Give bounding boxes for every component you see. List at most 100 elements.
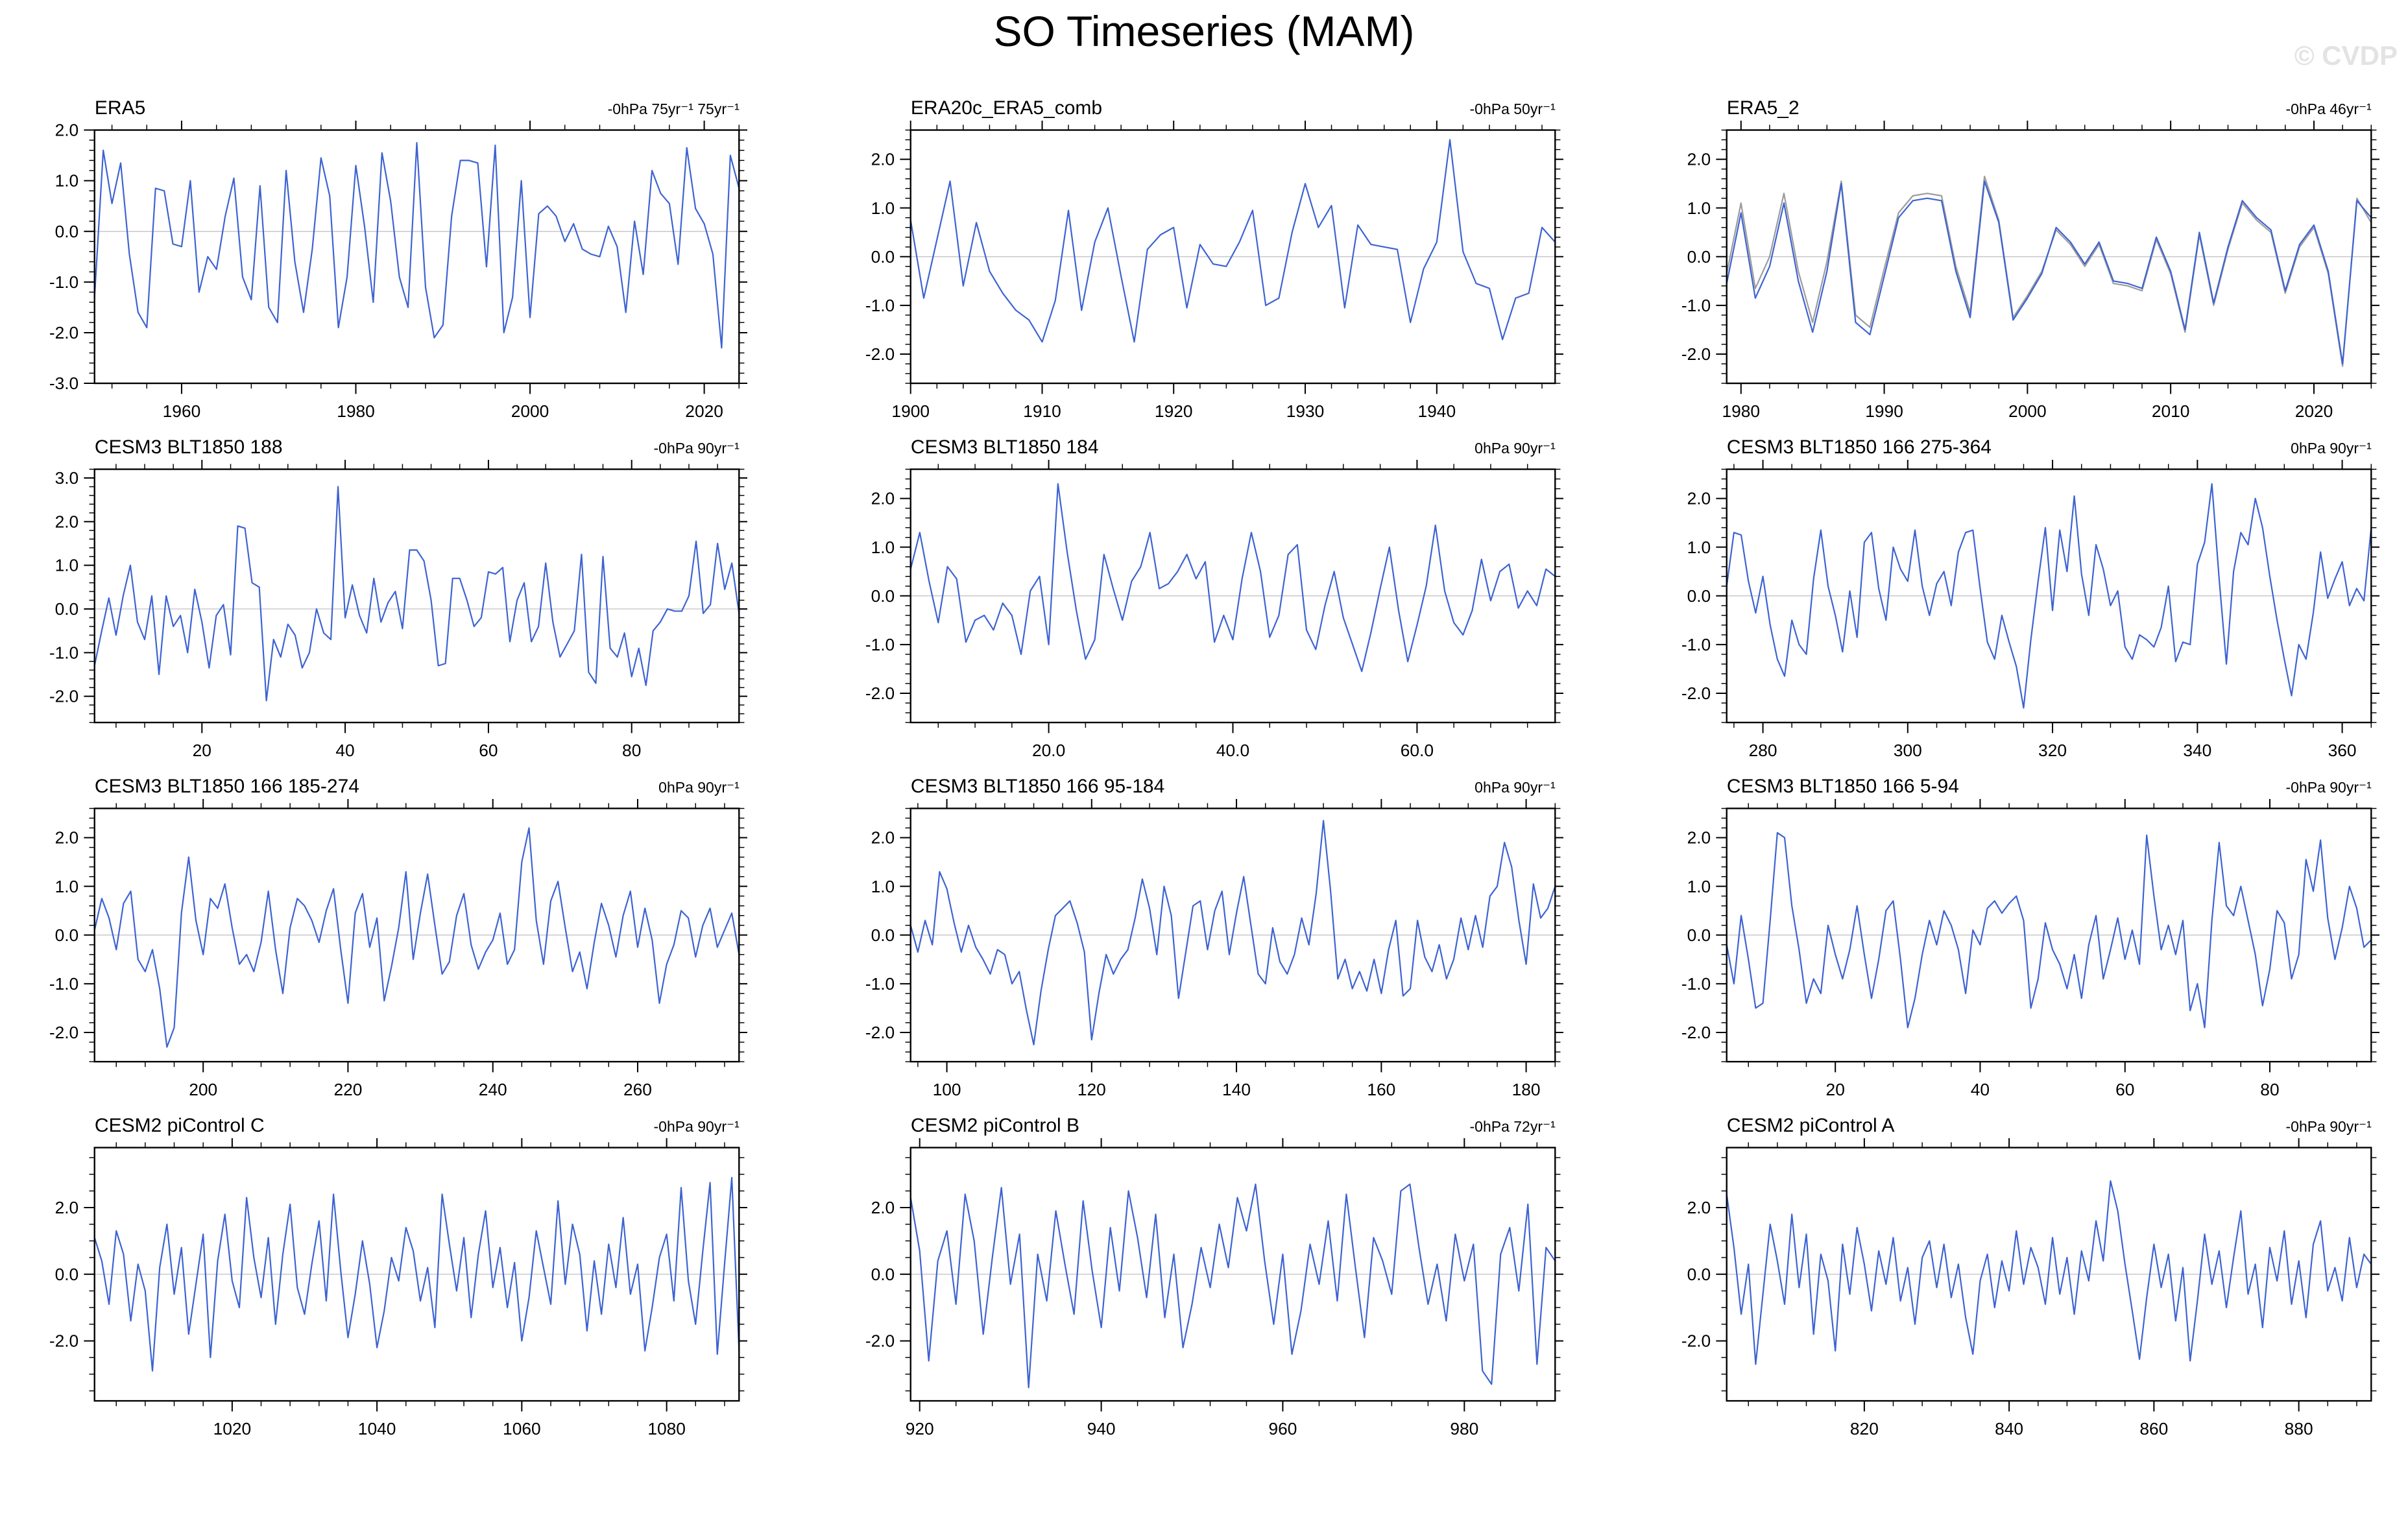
timeseries-panel-1: ERA5 -0hPa 75yr⁻¹ 75yr⁻¹ 1960 1980 2000 202… xyxy=(29,97,747,422)
svg-text:240: 240 xyxy=(479,1080,507,1099)
svg-text:-2.0: -2.0 xyxy=(49,323,78,342)
svg-text:220: 220 xyxy=(333,1080,362,1099)
page-title: SO Timeseries (MAM) xyxy=(993,7,1415,55)
page-header: SO Timeseries (MAM) © CVDP xyxy=(0,0,2408,97)
timeseries-panel-7: CESM3 BLT1850 166 185-274 0hPa 90yr⁻¹ 20… xyxy=(29,776,747,1101)
timeseries-plot: 1900 1910 1920 1930 1940 2.0 1.0 0.0 -1.0 -2.0 xyxy=(865,121,1563,421)
svg-text:-2.0: -2.0 xyxy=(1681,344,1711,364)
svg-text:200: 200 xyxy=(189,1080,217,1099)
svg-text:-2.0: -2.0 xyxy=(1681,1023,1711,1042)
svg-text:-1.0: -1.0 xyxy=(1681,296,1711,315)
svg-text:1.0: 1.0 xyxy=(1687,877,1711,896)
timeseries-plot: 920 940 960 980 2.0 0.0 -2.0 xyxy=(865,1138,1563,1438)
svg-text:-2.0: -2.0 xyxy=(865,1023,895,1042)
panel-stat: 0hPa 90yr⁻¹ xyxy=(658,778,740,796)
svg-text:60.0: 60.0 xyxy=(1401,741,1434,760)
svg-text:-1.0: -1.0 xyxy=(865,296,895,315)
svg-text:0.0: 0.0 xyxy=(1687,586,1711,606)
svg-text:2.0: 2.0 xyxy=(1687,489,1711,508)
svg-text:840: 840 xyxy=(1995,1419,2023,1438)
svg-text:180: 180 xyxy=(1512,1080,1541,1099)
svg-text:-1.0: -1.0 xyxy=(49,643,78,662)
svg-text:-1.0: -1.0 xyxy=(49,272,78,292)
svg-text:80: 80 xyxy=(2260,1080,2279,1099)
panel-header: CESM2 piControl A -0hPa 90yr⁻¹ xyxy=(1661,1115,2379,1138)
svg-text:-1.0: -1.0 xyxy=(1681,635,1711,654)
panel-stat: 0hPa 90yr⁻¹ xyxy=(1475,439,1556,457)
timeseries-panel-3: ERA5_2 -0hPa 46yr⁻¹ 1980 1990 2000 2010 2020… xyxy=(1661,97,2379,422)
svg-text:1980: 1980 xyxy=(337,401,375,421)
panel-title: CESM3 BLT1850 166 95-184 xyxy=(910,775,1165,797)
svg-text:1.0: 1.0 xyxy=(1687,198,1711,218)
svg-text:320: 320 xyxy=(2038,741,2067,760)
panel-stat: -0hPa 90yr⁻¹ xyxy=(653,439,740,457)
panel-header: CESM3 BLT1850 166 275-364 0hPa 90yr⁻¹ xyxy=(1661,436,2379,460)
svg-text:300: 300 xyxy=(1894,741,1922,760)
svg-text:-1.0: -1.0 xyxy=(49,974,78,994)
panel-title: CESM2 piControl B xyxy=(910,1114,1080,1136)
svg-text:2.0: 2.0 xyxy=(871,489,895,508)
svg-text:1020: 1020 xyxy=(213,1419,252,1438)
svg-text:260: 260 xyxy=(623,1080,652,1099)
panel-stat: -0hPa 50yr⁻¹ xyxy=(1469,101,1556,117)
timeseries-panel-5: CESM3 BLT1850 184 0hPa 90yr⁻¹ 20.0 40.0 60… xyxy=(845,436,1563,761)
svg-text:0.0: 0.0 xyxy=(55,222,79,241)
svg-text:80: 80 xyxy=(622,741,641,760)
cvdp-watermark: © CVDP xyxy=(2294,40,2398,71)
svg-text:2020: 2020 xyxy=(2295,401,2333,421)
panel-title: CESM3 BLT1850 166 185-274 xyxy=(94,775,359,797)
panel-title: CESM2 piControl A xyxy=(1726,1114,1895,1136)
timeseries-plot: 200 220 240 260 2.0 1.0 0.0 -1.0 -2.0 xyxy=(49,798,747,1099)
svg-text:20: 20 xyxy=(193,741,211,760)
panel-title: ERA5 xyxy=(94,97,146,119)
svg-text:1960: 1960 xyxy=(163,401,201,421)
panel-title: ERA5_2 xyxy=(1726,97,1800,119)
svg-text:1060: 1060 xyxy=(503,1419,541,1438)
timeseries-panel-11: CESM2 piControl B -0hPa 72yr⁻¹ 920 940 960… xyxy=(845,1115,1563,1440)
svg-text:-2.0: -2.0 xyxy=(49,1023,78,1042)
timeseries-plot: 280 300 320 340 360 2.0 1.0 0.0 -1.0 -2.0 xyxy=(1681,459,2379,760)
panel-header: CESM3 BLT1850 166 5-94 -0hPa 90yr⁻¹ xyxy=(1661,776,2379,799)
svg-text:1980: 1980 xyxy=(1722,401,1761,421)
svg-text:60: 60 xyxy=(479,741,498,760)
panel-header: ERA5 -0hPa 75yr⁻¹ 75yr⁻¹ xyxy=(29,97,747,121)
svg-text:-2.0: -2.0 xyxy=(1681,684,1711,703)
svg-text:-1.0: -1.0 xyxy=(865,635,895,654)
svg-text:2.0: 2.0 xyxy=(871,828,895,848)
svg-text:2010: 2010 xyxy=(2152,401,2190,421)
svg-text:2000: 2000 xyxy=(2008,401,2047,421)
panel-stat: 0hPa 90yr⁻¹ xyxy=(1475,778,1556,796)
svg-text:980: 980 xyxy=(1450,1419,1478,1438)
svg-text:160: 160 xyxy=(1367,1080,1395,1099)
svg-text:1080: 1080 xyxy=(647,1419,686,1438)
svg-text:960: 960 xyxy=(1268,1419,1297,1438)
panel-header: CESM3 BLT1850 184 0hPa 90yr⁻¹ xyxy=(845,436,1563,460)
svg-text:0.0: 0.0 xyxy=(55,599,79,619)
svg-text:860: 860 xyxy=(2139,1419,2168,1438)
svg-text:2.0: 2.0 xyxy=(871,1198,895,1217)
svg-text:-2.0: -2.0 xyxy=(865,1331,895,1351)
panel-title: CESM3 BLT1850 188 xyxy=(94,436,283,458)
svg-text:40: 40 xyxy=(335,741,354,760)
svg-text:820: 820 xyxy=(1850,1419,1879,1438)
panel-header: CESM3 BLT1850 188 -0hPa 90yr⁻¹ xyxy=(29,436,747,460)
panel-header: CESM3 BLT1850 166 185-274 0hPa 90yr⁻¹ xyxy=(29,776,747,799)
timeseries-panel-12: CESM2 piControl A -0hPa 90yr⁻¹ 820 840 860… xyxy=(1661,1115,2379,1440)
svg-text:1900: 1900 xyxy=(891,401,930,421)
svg-text:0.0: 0.0 xyxy=(1687,1265,1711,1284)
timeseries-plot: 20 40 60 80 2.0 1.0 0.0 -1.0 -2.0 xyxy=(1681,798,2379,1099)
svg-text:120: 120 xyxy=(1078,1080,1106,1099)
svg-text:2000: 2000 xyxy=(511,401,549,421)
svg-text:1.0: 1.0 xyxy=(871,877,895,896)
svg-text:2.0: 2.0 xyxy=(1687,828,1711,848)
timeseries-plot: 1020 1040 1060 1080 2.0 0.0 -2.0 xyxy=(49,1138,747,1438)
svg-text:2.0: 2.0 xyxy=(55,828,79,848)
svg-text:40.0: 40.0 xyxy=(1216,741,1249,760)
panel-stat: -0hPa 90yr⁻¹ xyxy=(2285,778,2372,796)
svg-text:1.0: 1.0 xyxy=(871,538,895,557)
svg-text:280: 280 xyxy=(1749,741,1777,760)
svg-text:1990: 1990 xyxy=(1865,401,1903,421)
svg-text:1.0: 1.0 xyxy=(55,171,79,191)
svg-text:1940: 1940 xyxy=(1418,401,1456,421)
timeseries-panel-10: CESM2 piControl C -0hPa 90yr⁻¹ 1020 1040 1… xyxy=(29,1115,747,1440)
